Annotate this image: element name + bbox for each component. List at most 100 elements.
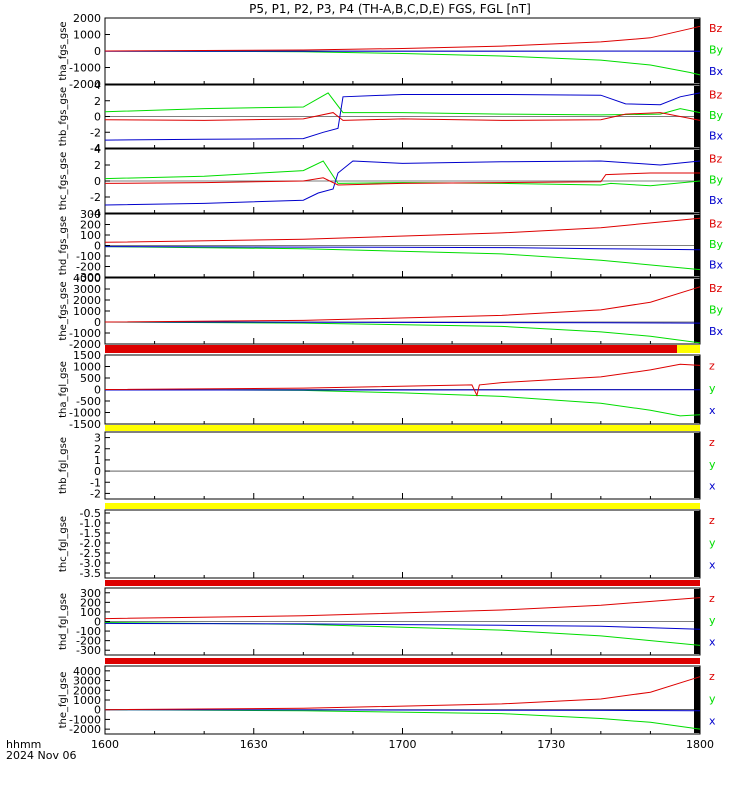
right-edge-ticks	[694, 589, 700, 654]
legend-entry: Bx	[709, 129, 724, 142]
y-tick-label: -0.5	[80, 507, 101, 520]
series-y-line	[104, 321, 701, 344]
y-tick-label: 4	[94, 143, 101, 156]
y-axis-label: tha_fgl_gse	[58, 361, 69, 418]
legend-entry: Bx	[709, 65, 724, 78]
legend-entry: Bz	[709, 22, 723, 35]
y-tick-label: -3.0	[80, 557, 101, 570]
legend-entry: Bx	[709, 258, 724, 271]
y-tick-label: 200	[80, 219, 101, 232]
x-tick-label: 1700	[389, 738, 417, 751]
legend-entry: x	[709, 404, 716, 417]
series-x-line	[104, 246, 701, 251]
y-tick-label: 3	[94, 432, 101, 445]
y-tick-label: -3.5	[80, 567, 101, 580]
legend-entry: By	[709, 238, 724, 251]
legend-entry: Bx	[709, 325, 724, 338]
y-tick-label: 500	[80, 372, 101, 385]
legend-entry: y	[709, 614, 716, 627]
y-tick-label: 0	[94, 465, 101, 478]
series-y-line	[104, 622, 701, 646]
legend-entry: x	[709, 714, 716, 727]
y-tick-label: -1000	[69, 327, 101, 340]
series-x-line	[104, 709, 701, 712]
legend-entry: By	[709, 304, 724, 317]
y-tick-label: 300	[80, 208, 101, 221]
chart-title: P5, P1, P2, P3, P4 (TH-A,B,C,D,E) FGS, F…	[249, 2, 531, 16]
panel-thc_fgs_gse: 4 2 0 -2 -4 thc_fgs_gse Bz By Bx	[58, 143, 724, 220]
series-z-line	[104, 676, 701, 711]
y-tick-label: 4	[94, 79, 101, 92]
series-z-line	[104, 597, 701, 620]
y-tick-label: -1000	[69, 407, 101, 420]
x-tick-label: 1730	[537, 738, 565, 751]
y-tick-label: 0	[94, 704, 101, 717]
series-x-line	[104, 160, 701, 206]
legend-entry: Bx	[709, 194, 724, 207]
y-tick-label: -1000	[69, 62, 101, 75]
y-axis-label: thc_fgs_gse	[58, 152, 69, 211]
status-bar	[105, 503, 700, 509]
y-axis-label: thd_fgl_gse	[58, 593, 69, 650]
y-axis-label: thd_fgs_gse	[58, 216, 69, 275]
y-tick-label: -100	[76, 625, 101, 638]
y-tick-label: 0	[94, 316, 101, 329]
y-axis-label: thb_fgl_gse	[58, 437, 69, 494]
y-tick-label: 100	[80, 606, 101, 619]
y-axis-label: tha_fgs_gse	[58, 21, 69, 80]
y-tick-label: 3000	[73, 283, 101, 296]
x-tick-label: 1800	[686, 738, 714, 751]
panel-frame	[104, 277, 701, 345]
series-x-line	[104, 92, 701, 141]
series-z-line	[104, 286, 701, 323]
x-axis: 1600 1630 1700 1730 1800	[91, 738, 714, 751]
x-tick-label: 1600	[91, 738, 119, 751]
y-tick-label: 0	[94, 175, 101, 188]
y-tick-label: -1500	[69, 418, 101, 431]
legend-entry: z	[709, 670, 715, 683]
legend-entry: y	[709, 458, 716, 471]
y-axis-label: the_fgs_gse	[58, 281, 69, 340]
y-tick-label: 4000	[73, 272, 101, 285]
y-tick-label: -1.5	[80, 527, 101, 540]
y-tick-label: 2000	[73, 294, 101, 307]
y-tick-label: -100	[76, 250, 101, 263]
legend-entry: z	[709, 592, 715, 605]
y-tick-label: -2.5	[80, 547, 101, 560]
legend-entry: x	[709, 480, 716, 493]
series-z-line	[104, 363, 701, 397]
y-tick-label: 4000	[73, 665, 101, 678]
legend-entry: y	[709, 382, 716, 395]
y-tick-label: -1000	[69, 713, 101, 726]
y-tick-label: -300	[76, 644, 101, 657]
y-tick-label: 0	[94, 111, 101, 124]
footer-time-format: hhmm	[6, 738, 41, 751]
y-tick-label: 1000	[73, 361, 101, 374]
legend-entry: y	[709, 693, 716, 706]
y-tick-label: 1500	[73, 349, 101, 362]
status-bar-red	[105, 345, 677, 353]
legend-entry: Bz	[709, 282, 723, 295]
y-tick-label: 100	[80, 229, 101, 242]
y-tick-label: -200	[76, 261, 101, 274]
y-tick-label: -500	[76, 395, 101, 408]
y-tick-label: -200	[76, 635, 101, 648]
right-edge-ticks	[694, 667, 700, 733]
series-y-line	[104, 389, 701, 417]
right-edge-ticks	[694, 279, 700, 343]
status-bar	[105, 580, 700, 586]
y-tick-label: 0	[94, 616, 101, 629]
y-tick-label: -4	[90, 207, 101, 220]
panel-frame	[104, 665, 701, 735]
panel-thb_fgs_gse: 4 2 0 -2 -4 thb_fgs_gse Bz By Bx	[58, 79, 724, 155]
legend-entry: Bz	[709, 217, 723, 230]
status-bar-yellow	[677, 345, 700, 353]
panel-thc_fgl_gse: -0.5-1.0-1.5-2.0-2.5-3.0-3.5 thc_fgl_gse z…	[58, 503, 716, 580]
legend-entry: Bz	[709, 88, 723, 101]
